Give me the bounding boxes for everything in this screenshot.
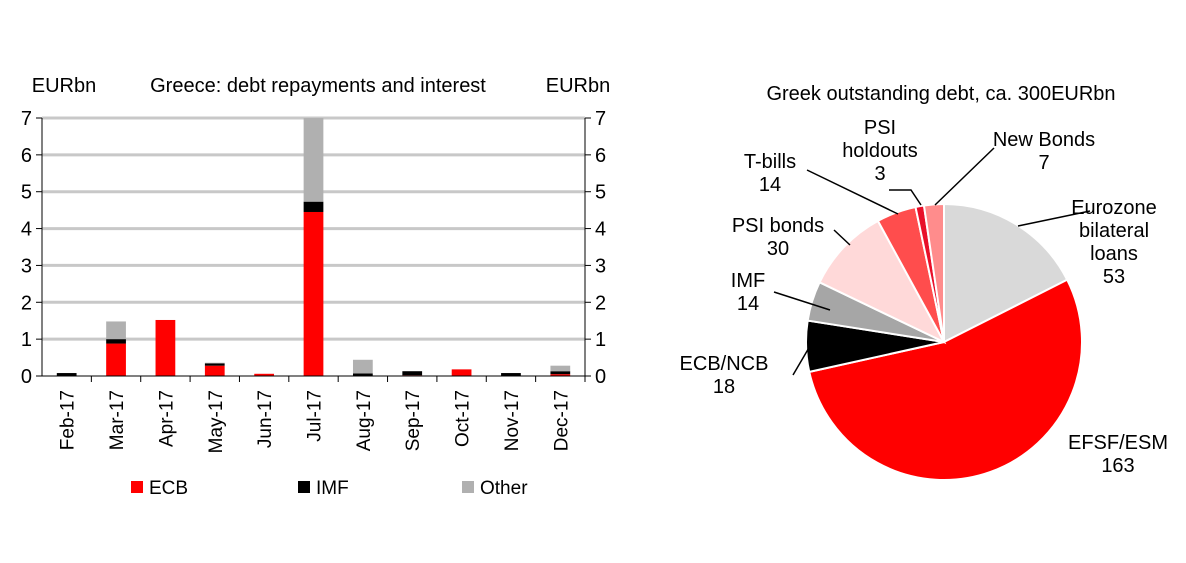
pie-label-t-bills: T-bills [744, 151, 796, 173]
bar-other-dec-17 [550, 365, 571, 372]
y-tick-label-left: 7 [21, 108, 32, 130]
bar-other-mar-17 [106, 321, 126, 340]
legend-label-other: Other [480, 478, 528, 499]
x-tick-label: Nov-17 [502, 390, 523, 451]
y-tick-label-left: 6 [21, 145, 32, 167]
leader-line-new-bonds [934, 147, 995, 206]
leader-line-psi-bonds [833, 229, 851, 246]
bar-ecb-oct-17 [451, 369, 472, 376]
y-tick-label-right: 0 [595, 366, 606, 388]
leader-line-eurozone-bilateral-loans [1017, 210, 1091, 227]
bar-imf-nov-17 [501, 373, 521, 376]
bar-imf-sep-17 [402, 371, 423, 376]
y-axis-left-unit: EURbn [32, 75, 96, 97]
x-tick-label: Feb-17 [58, 390, 79, 450]
legend-swatch-ecb [131, 481, 143, 493]
pie-label-psi-holdouts: holdouts [842, 140, 918, 162]
pie-slice-efsf-esm [808, 278, 1083, 482]
pie-label-eurozone-bilateral-loans: Eurozone [1071, 197, 1157, 219]
bar-other-aug-17 [352, 359, 373, 374]
pie-value-psi-holdouts: 3 [874, 163, 885, 185]
leader-line-imf [773, 291, 831, 311]
pie-slices [805, 202, 1083, 482]
x-tick-label: Sep-17 [403, 390, 424, 451]
pie-value-efsf-esm: 163 [1101, 455, 1134, 477]
pie-value-eurozone-bilateral-loans: 53 [1103, 266, 1125, 288]
y-tick-label-left: 3 [21, 255, 32, 277]
pie-label-psi-bonds: PSI bonds [732, 215, 824, 237]
legend-swatch-other [462, 481, 474, 493]
pie-slice-eurozone-bilateral-loans [943, 202, 1069, 344]
pie-value-ecb-ncb: 18 [713, 376, 735, 398]
bar-ecb-apr-17 [155, 319, 176, 376]
pie-slice-new-bonds [922, 202, 945, 343]
x-axis-ticks: Feb-17 Mar-17 Apr-17 May-17 Jun-17 Jul-17 Aug-… [58, 390, 573, 453]
legend-label-ecb: ECB [149, 478, 188, 499]
y-axis-ticks: 0 0 1 1 2 2 3 3 4 4 5 5 6 6 7 7 [21, 108, 606, 388]
pie-value-t-bills: 14 [759, 174, 781, 196]
axes [36, 117, 591, 382]
pie-label-psi-holdouts: PSI [864, 117, 896, 139]
pie-value-new-bonds: 7 [1038, 152, 1049, 174]
pie-slice-psi-bonds [818, 219, 947, 345]
y-tick-label-right: 4 [595, 219, 606, 241]
pie-label-imf: IMF [731, 270, 765, 292]
bar-ecb-jul-17 [303, 211, 324, 376]
bar-other-may-17 [204, 362, 225, 364]
bar-chart: Greece: debt repayments and interest EUR… [21, 75, 610, 499]
pie-chart-title: Greek outstanding debt, ca. 300EURbn [766, 83, 1115, 105]
pie-value-psi-bonds: 30 [767, 238, 789, 260]
y-tick-label-right: 3 [595, 255, 606, 277]
bar-ecb-mar-17 [106, 343, 126, 376]
x-tick-label: Oct-17 [453, 390, 474, 447]
bar-ecb-dec-17 [550, 374, 571, 376]
x-tick-label: Aug-17 [354, 390, 375, 451]
leader-line-ecb-ncb [792, 345, 811, 376]
leader-line-psi-holdouts [889, 189, 922, 206]
bar-ecb-may-17 [204, 365, 225, 376]
pie-leader-lines [773, 147, 1091, 376]
legend-swatch-imf [298, 481, 310, 493]
y-tick-label-right: 1 [595, 329, 606, 351]
bar-series [56, 118, 571, 376]
y-tick-label-left: 4 [21, 219, 32, 241]
legend: ECB IMF Other [131, 478, 528, 499]
pie-label-efsf-esm: EFSF/ESM [1068, 432, 1168, 454]
y-tick-label-left: 0 [21, 366, 32, 388]
bar-imf-aug-17 [352, 373, 373, 376]
x-tick-label: Mar-17 [107, 390, 128, 450]
pie-label-eurozone-bilateral-loans: bilateral [1079, 220, 1149, 242]
y-tick-label-right: 2 [595, 292, 606, 314]
pie-chart: Greek outstanding debt, ca. 300EURbn Eur… [680, 83, 1168, 482]
y-tick-label-left: 1 [21, 329, 32, 351]
legend-label-imf: IMF [316, 478, 349, 499]
bar-imf-jul-17 [303, 201, 324, 212]
bar-imf-may-17 [204, 363, 225, 366]
leader-line-t-bills [806, 169, 899, 215]
bar-imf-dec-17 [550, 371, 571, 375]
bar-other-jul-17 [303, 118, 324, 202]
x-tick-label: Jul-17 [305, 390, 326, 442]
y-axis-right-unit: EURbn [546, 75, 610, 97]
x-tick-label: Dec-17 [551, 390, 572, 451]
y-tick-label-left: 5 [21, 182, 32, 204]
bar-imf-mar-17 [106, 339, 126, 344]
y-tick-label-left: 2 [21, 292, 32, 314]
x-tick-label: Apr-17 [156, 390, 177, 447]
bar-chart-title: Greece: debt repayments and interest [150, 75, 486, 97]
y-tick-label-right: 6 [595, 145, 606, 167]
y-tick-label-right: 5 [595, 182, 606, 204]
x-tick-label: Jun-17 [255, 390, 276, 448]
pie-label-eurozone-bilateral-loans: loans [1090, 243, 1138, 265]
pie-label-ecb-ncb: ECB/NCB [680, 353, 769, 375]
pie-value-imf: 14 [737, 293, 759, 315]
bar-ecb-jun-17 [254, 373, 275, 376]
bar-imf-feb-17 [56, 373, 77, 376]
y-tick-label-right: 7 [595, 108, 606, 130]
pie-label-new-bonds: New Bonds [993, 129, 1095, 151]
x-tick-label: May-17 [206, 390, 227, 453]
